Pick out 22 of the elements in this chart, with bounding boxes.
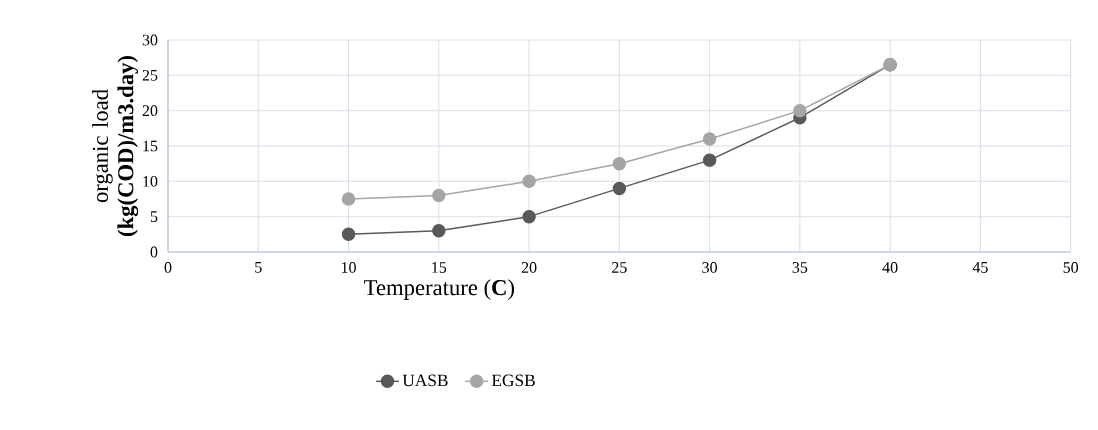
y-tick-label: 15 [143,140,158,152]
x-tick-label: 35 [792,262,808,273]
y-axis-title: organic load (kg(COD)/m3.day) [92,56,139,236]
x-tick-label: 0 [164,262,172,273]
y-tick-label: 30 [142,34,158,46]
x-tick-label: 50 [1063,262,1079,273]
y-tick-label: 5 [150,211,158,222]
y-tick-label: 10 [143,175,158,187]
x-tick-label: 40 [882,262,898,273]
x-tick-label: 10 [341,262,356,273]
x-tick-label: 30 [702,262,717,273]
x-axis-title: Temperature (C) [364,279,514,300]
y-tick-label: 25 [142,69,158,81]
y-tick-label: 20 [142,105,158,117]
x-tick-label: 25 [612,262,627,273]
x-tick-label: 15 [432,262,447,273]
legend-label: EGSB [491,374,535,387]
x-tick-label: 20 [521,262,537,273]
x-tick-label: 5 [255,262,262,273]
y-tick-label: 0 [150,246,158,258]
legend-label: UASB [402,374,448,387]
x-tick-label: 45 [972,262,988,273]
